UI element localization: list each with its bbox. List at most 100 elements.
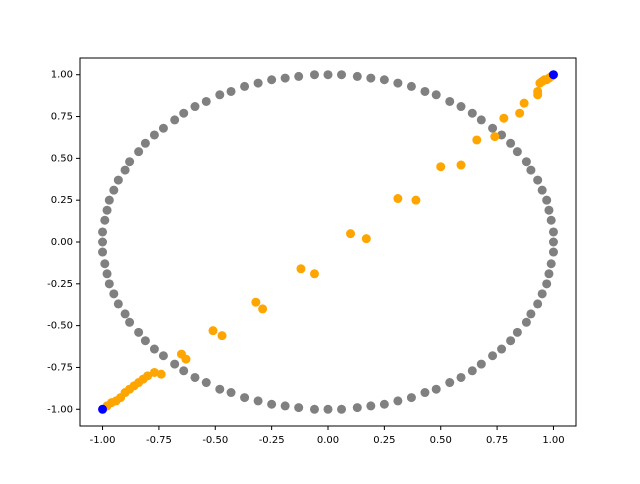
x-tick-label: -0.75 bbox=[146, 435, 172, 446]
point bbox=[149, 344, 159, 354]
point bbox=[240, 393, 250, 403]
point bbox=[267, 399, 277, 409]
point bbox=[456, 102, 466, 112]
point bbox=[537, 185, 547, 195]
point bbox=[201, 96, 211, 106]
point bbox=[280, 73, 290, 83]
point bbox=[176, 349, 186, 359]
y-tick-label: 1.00 bbox=[51, 70, 73, 81]
point bbox=[156, 369, 166, 379]
point bbox=[546, 215, 556, 225]
point bbox=[512, 327, 522, 337]
point bbox=[533, 90, 543, 100]
point bbox=[497, 130, 507, 140]
point bbox=[140, 336, 150, 346]
point bbox=[542, 279, 552, 289]
x-tick-label: 0.75 bbox=[486, 435, 508, 446]
point bbox=[253, 78, 263, 88]
point bbox=[170, 115, 180, 125]
y-tick-label: -1.00 bbox=[47, 404, 73, 415]
point bbox=[104, 279, 114, 289]
point bbox=[190, 102, 200, 112]
point bbox=[98, 404, 108, 414]
point bbox=[361, 234, 371, 244]
point bbox=[519, 98, 529, 108]
point bbox=[201, 378, 211, 388]
point bbox=[521, 157, 531, 167]
point bbox=[515, 108, 525, 118]
point bbox=[467, 108, 477, 118]
point bbox=[267, 75, 277, 85]
point bbox=[113, 299, 123, 309]
point bbox=[542, 195, 552, 205]
point bbox=[113, 175, 123, 185]
point bbox=[420, 388, 430, 398]
point bbox=[366, 73, 376, 83]
point bbox=[190, 372, 200, 382]
point bbox=[393, 396, 403, 406]
point bbox=[352, 71, 362, 81]
point bbox=[100, 215, 110, 225]
point bbox=[533, 299, 543, 309]
point bbox=[102, 205, 112, 215]
point bbox=[253, 396, 263, 406]
point bbox=[431, 90, 441, 100]
point bbox=[490, 132, 500, 142]
point bbox=[488, 123, 498, 133]
point bbox=[104, 195, 114, 205]
point bbox=[379, 75, 389, 85]
point bbox=[309, 269, 319, 279]
point bbox=[456, 372, 466, 382]
point bbox=[436, 162, 446, 172]
point bbox=[506, 336, 516, 346]
point bbox=[526, 165, 536, 175]
point bbox=[258, 304, 268, 314]
x-tick-label: -1.00 bbox=[90, 435, 116, 446]
x-tick-label: 0.25 bbox=[373, 435, 395, 446]
point bbox=[488, 351, 498, 361]
point bbox=[476, 115, 486, 125]
point bbox=[215, 90, 225, 100]
point bbox=[337, 404, 347, 414]
point bbox=[98, 247, 108, 257]
point bbox=[472, 135, 482, 145]
point bbox=[134, 147, 144, 157]
point bbox=[548, 237, 558, 247]
point bbox=[294, 71, 304, 81]
point bbox=[544, 269, 554, 279]
point bbox=[226, 86, 236, 96]
point bbox=[506, 138, 516, 148]
point bbox=[158, 123, 168, 133]
point bbox=[406, 393, 416, 403]
y-tick-label: 0.50 bbox=[51, 153, 73, 164]
x-tick-label: 0.50 bbox=[430, 435, 452, 446]
x-tick-label: -0.50 bbox=[202, 435, 228, 446]
axes-frame bbox=[79, 57, 577, 427]
point bbox=[548, 247, 558, 257]
point bbox=[323, 70, 333, 80]
point bbox=[134, 327, 144, 337]
point bbox=[533, 175, 543, 185]
point bbox=[140, 138, 150, 148]
point bbox=[100, 259, 110, 269]
point bbox=[217, 331, 227, 341]
point bbox=[215, 384, 225, 394]
point bbox=[352, 403, 362, 413]
point bbox=[102, 269, 112, 279]
point bbox=[499, 113, 509, 123]
point bbox=[445, 378, 455, 388]
point bbox=[309, 70, 319, 80]
x-tick-label: -0.25 bbox=[259, 435, 285, 446]
point bbox=[537, 289, 547, 299]
point bbox=[393, 78, 403, 88]
point bbox=[179, 366, 189, 376]
point bbox=[323, 404, 333, 414]
point bbox=[420, 86, 430, 96]
point bbox=[120, 165, 130, 175]
point bbox=[526, 309, 536, 319]
point bbox=[280, 401, 290, 411]
point bbox=[456, 160, 466, 170]
y-tick-label: -0.75 bbox=[47, 362, 73, 373]
point bbox=[149, 130, 159, 140]
